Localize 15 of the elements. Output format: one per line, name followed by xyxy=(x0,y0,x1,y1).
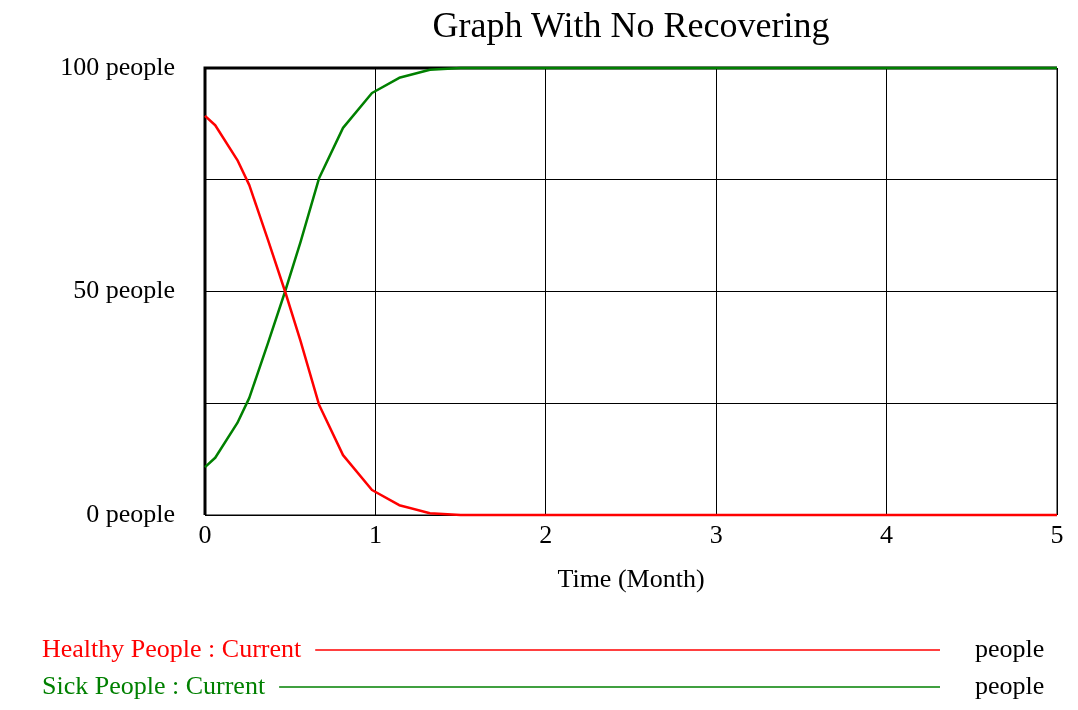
x-tick-label: 5 xyxy=(1050,520,1064,550)
x-axis-title: Time (Month) xyxy=(557,563,705,593)
x-tick-label: 4 xyxy=(880,520,894,550)
y-tick-label: 100 people xyxy=(60,51,175,81)
y-tick-label: 0 people xyxy=(86,498,175,528)
chart-title: Graph With No Recovering xyxy=(432,5,830,46)
x-tick-label: 0 xyxy=(198,520,212,550)
text: Healthy People : Current xyxy=(42,633,302,663)
text: Sick People : Current xyxy=(42,670,266,700)
y-tick-label: 50 people xyxy=(73,275,175,305)
x-tick-label: 2 xyxy=(539,520,553,550)
text: people xyxy=(975,670,1045,700)
x-tick-label: 1 xyxy=(368,520,382,550)
x-tick-label: 3 xyxy=(709,520,723,550)
text: people xyxy=(975,633,1045,663)
